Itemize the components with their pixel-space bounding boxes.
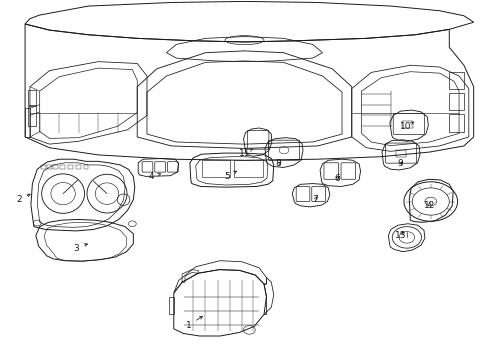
Bar <box>402 121 412 129</box>
Text: 3: 3 <box>73 244 87 253</box>
Text: 7: 7 <box>312 195 317 204</box>
Text: 6: 6 <box>334 174 339 183</box>
Text: 10: 10 <box>399 122 413 131</box>
Bar <box>448 114 463 132</box>
Text: 8: 8 <box>275 159 281 168</box>
Bar <box>60 165 65 168</box>
Bar <box>68 165 73 168</box>
Bar <box>448 72 463 89</box>
Bar <box>47 165 52 168</box>
Bar <box>83 165 88 168</box>
Bar <box>27 90 36 105</box>
Text: 12: 12 <box>423 201 435 210</box>
Bar <box>41 165 45 168</box>
Text: 9: 9 <box>397 159 403 168</box>
Bar <box>201 160 229 177</box>
Bar <box>233 160 263 177</box>
Text: 13: 13 <box>394 231 406 240</box>
Bar <box>395 149 406 157</box>
Bar <box>53 165 58 168</box>
Bar <box>76 165 81 168</box>
Text: 1: 1 <box>185 316 202 330</box>
Bar <box>448 93 463 110</box>
Text: 2: 2 <box>17 194 30 204</box>
Text: 5: 5 <box>224 171 236 181</box>
Text: 4: 4 <box>149 172 160 181</box>
Bar <box>27 107 36 126</box>
Text: 11: 11 <box>238 149 252 158</box>
